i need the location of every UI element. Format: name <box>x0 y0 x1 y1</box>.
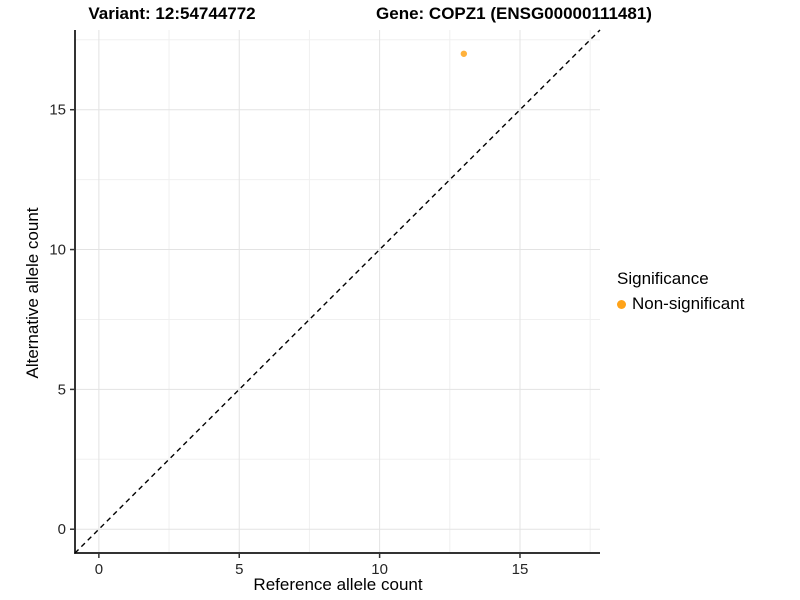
legend-key-dot-icon <box>617 299 626 309</box>
x-tick-label: 5 <box>235 561 243 578</box>
legend-item: Non-significant <box>617 294 744 314</box>
y-tick-label: 5 <box>58 381 66 398</box>
plot-title-gene: Gene: COPZ1 (ENSG00000111481) <box>376 4 652 23</box>
x-axis-title: Reference allele count <box>253 575 423 594</box>
legend-items: Non-significant <box>617 294 744 314</box>
y-tick-label: 0 <box>58 521 66 538</box>
x-tick-label: 10 <box>371 561 388 578</box>
data-point <box>460 50 468 57</box>
plot-title-variant: Variant: 12:54744772 <box>88 4 256 23</box>
x-tick-label: 0 <box>95 561 103 578</box>
legend-item-label: Non-significant <box>632 294 745 313</box>
legend-title: Significance <box>617 269 709 288</box>
y-tick-label: 15 <box>49 102 66 119</box>
x-tick-label: 15 <box>512 561 529 578</box>
legend: Significance Non-significant <box>617 269 744 314</box>
y-tick-label: 10 <box>49 242 66 259</box>
y-axis-title: Alternative allele count <box>23 207 42 379</box>
identity-dashed-line <box>74 29 601 554</box>
